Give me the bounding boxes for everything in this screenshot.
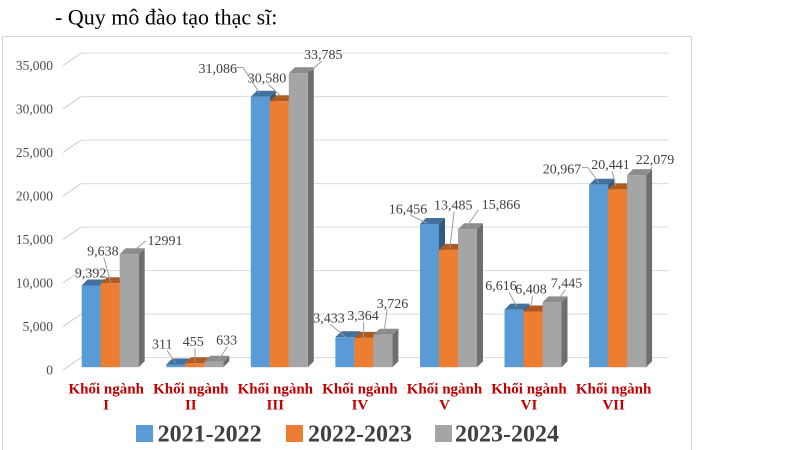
svg-text:16,456: 16,456	[389, 203, 428, 218]
svg-text:9,638: 9,638	[87, 245, 119, 260]
svg-text:455: 455	[183, 335, 204, 350]
svg-text:35,000: 35,000	[16, 58, 53, 73]
svg-text:6,408: 6,408	[515, 283, 547, 298]
svg-text:IV: IV	[352, 398, 369, 414]
svg-text:30,580: 30,580	[248, 71, 287, 86]
svg-text:6,616: 6,616	[485, 279, 517, 294]
svg-text:30,000: 30,000	[16, 102, 53, 117]
svg-text:5,000: 5,000	[23, 319, 54, 334]
svg-text:VI: VI	[521, 398, 538, 414]
svg-text:20,441: 20,441	[591, 158, 630, 173]
svg-text:2021-2022: 2021-2022	[158, 422, 262, 448]
svg-text:7,445: 7,445	[551, 277, 583, 292]
svg-text:3,726: 3,726	[377, 297, 409, 312]
svg-text:VII: VII	[602, 398, 625, 414]
svg-text:10,000: 10,000	[16, 276, 53, 291]
svg-text:311: 311	[152, 338, 172, 353]
svg-text:22,079: 22,079	[636, 153, 675, 168]
svg-text:Khối ngành: Khối ngành	[238, 382, 314, 398]
svg-text:II: II	[185, 398, 197, 414]
svg-text:9,392: 9,392	[75, 266, 107, 281]
svg-text:III: III	[267, 398, 285, 414]
svg-text:15,866: 15,866	[482, 198, 521, 213]
svg-text:Khối ngành: Khối ngành	[491, 382, 567, 398]
svg-text:20,967: 20,967	[543, 163, 582, 178]
svg-text:2023-2024: 2023-2024	[455, 422, 559, 448]
svg-text:20,000: 20,000	[16, 189, 53, 204]
svg-text:Khối ngành: Khối ngành	[407, 382, 483, 398]
svg-text:0: 0	[46, 363, 53, 378]
svg-text:31,086: 31,086	[198, 62, 237, 77]
svg-text:633: 633	[216, 333, 237, 348]
svg-text:13,485: 13,485	[434, 199, 473, 214]
svg-text:Khối ngành: Khối ngành	[153, 382, 229, 398]
svg-text:3,433: 3,433	[313, 312, 345, 327]
svg-text:Khối ngành: Khối ngành	[576, 382, 652, 398]
svg-text:15,000: 15,000	[16, 232, 53, 247]
svg-text:33,785: 33,785	[304, 48, 343, 63]
svg-text:3,364: 3,364	[347, 309, 379, 324]
svg-text:Khối ngành: Khối ngành	[68, 382, 144, 398]
svg-text:V: V	[439, 398, 450, 414]
svg-text:25,000: 25,000	[16, 145, 53, 160]
svg-text:- Quy mô đào tạo thạc sĩ:: - Quy mô đào tạo thạc sĩ:	[55, 5, 277, 30]
svg-text:12991: 12991	[148, 234, 183, 249]
svg-text:Khối ngành: Khối ngành	[322, 382, 398, 398]
svg-text:I: I	[103, 398, 109, 414]
svg-text:2022-2023: 2022-2023	[308, 422, 412, 448]
